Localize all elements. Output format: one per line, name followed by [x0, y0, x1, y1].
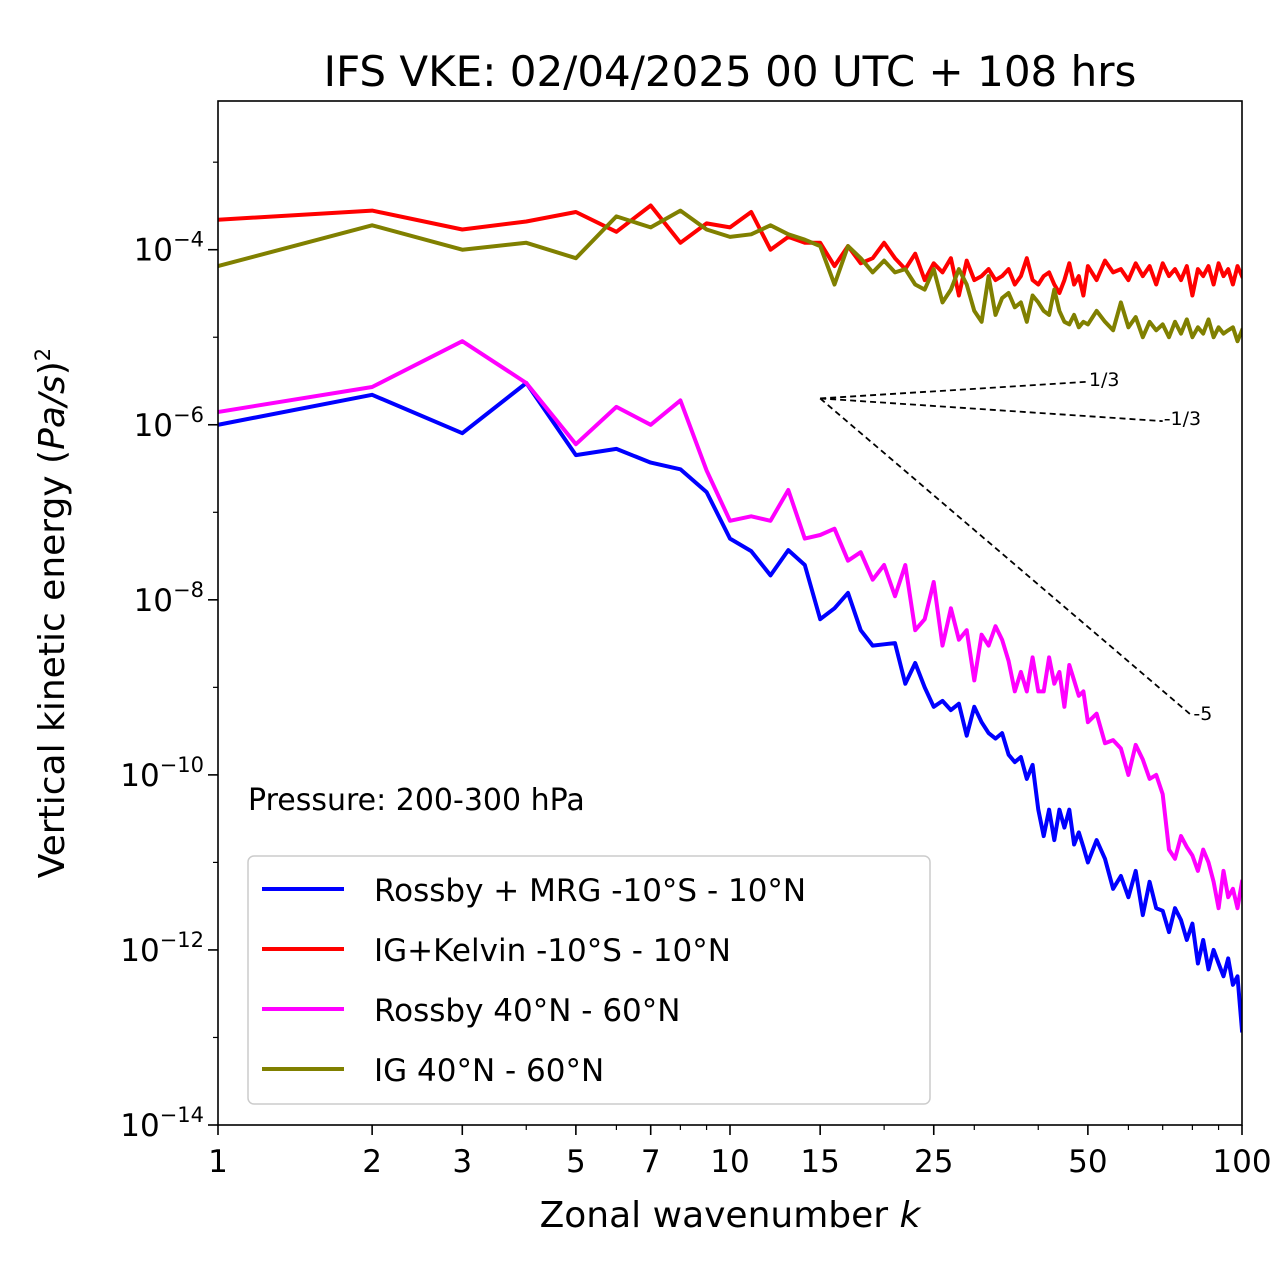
x-axis-label-text: Zonal wavenumber [540, 1195, 889, 1236]
series-line-1 [218, 381, 1242, 1033]
y-axis-label-prefix: Vertical kinetic energy ( [32, 450, 73, 878]
chart-title: IFS VKE: 02/04/2025 00 UTC + 108 hrs [324, 47, 1137, 96]
y-tick-exp-2: −6 [173, 403, 204, 427]
legend: Rossby + MRG -10°S - 10°N IG+Kelvin -10°S… [247, 855, 931, 1105]
legend-label-2: IG+Kelvin -10°S - 10°N [374, 933, 731, 969]
reference-line-label-2: -1/3 [1164, 408, 1201, 430]
y-tick-label-1: 10−4 [134, 228, 204, 269]
series-line-3 [218, 339, 1242, 911]
y-tick-exp-6: −14 [160, 1103, 204, 1127]
x-tick-label-8: 25 [914, 1144, 953, 1180]
y-tick-exp-4: −10 [160, 753, 204, 777]
y-tick-label-4: 10−10 [120, 753, 204, 794]
y-axis-label-suffix: ) [32, 361, 73, 375]
y-tick-label-5: 10−12 [120, 928, 204, 969]
y-axis-label: Vertical kinetic energy (Pa/s)2 [31, 348, 73, 878]
y-tick-exp-1: −4 [173, 228, 204, 252]
series-line-4 [218, 208, 1242, 344]
x-tick-label-3: 3 [452, 1144, 472, 1180]
plot-area: 1/3 -1/3 -5 [218, 203, 1242, 1033]
reference-line-label-3: -5 [1193, 703, 1212, 725]
y-tick-label-3: 10−8 [134, 578, 204, 619]
x-tick-label-4: 5 [566, 1144, 586, 1180]
x-axis-label-var: k [900, 1195, 923, 1236]
x-tick-label-1: 1 [208, 1144, 228, 1180]
x-tick-label-10: 100 [1212, 1144, 1271, 1180]
y-tick-exp-3: −8 [173, 578, 204, 602]
y-tick-base-5: 10 [120, 933, 159, 969]
x-tick-label-5: 7 [641, 1144, 661, 1180]
series-line-2 [218, 203, 1242, 298]
legend-box [247, 855, 931, 1105]
axes: 1 2 3 5 7 10 15 25 50 10010−410−610−810−1010−1210… [120, 161, 1272, 1180]
reference-line-2 [820, 397, 1163, 423]
reference-line-label-1: 1/3 [1089, 369, 1120, 391]
y-tick-base-2: 10 [134, 408, 173, 444]
x-tick-label-9: 50 [1068, 1144, 1107, 1180]
y-tick-label-6: 10−14 [120, 1103, 204, 1144]
y-tick-exp-5: −12 [160, 928, 204, 952]
pressure-annotation: Pressure: 200-300 hPa [248, 783, 585, 818]
y-axis-label-var: Pa/s [32, 375, 73, 450]
reference-line-3 [819, 397, 1193, 717]
legend-label-4: IG 40°N - 60°N [374, 1053, 604, 1089]
x-tick-label-6: 10 [710, 1144, 749, 1180]
y-tick-base-3: 10 [134, 583, 173, 619]
x-tick-label-2: 2 [362, 1144, 382, 1180]
x-axis-label: Zonal wavenumber k [540, 1195, 923, 1236]
y-tick-base-1: 10 [134, 233, 173, 269]
y-tick-label-2: 10−6 [134, 403, 204, 444]
legend-label-1: Rossby + MRG -10°S - 10°N [374, 873, 806, 909]
legend-label-3: Rossby 40°N - 60°N [374, 993, 680, 1029]
y-tick-base-4: 10 [120, 758, 159, 794]
y-axis-label-exponent: 2 [31, 348, 55, 361]
series-group [218, 203, 1242, 1033]
y-tick-base-6: 10 [120, 1108, 159, 1144]
reference-line-1 [820, 380, 1088, 400]
x-tick-label-7: 15 [800, 1144, 839, 1180]
